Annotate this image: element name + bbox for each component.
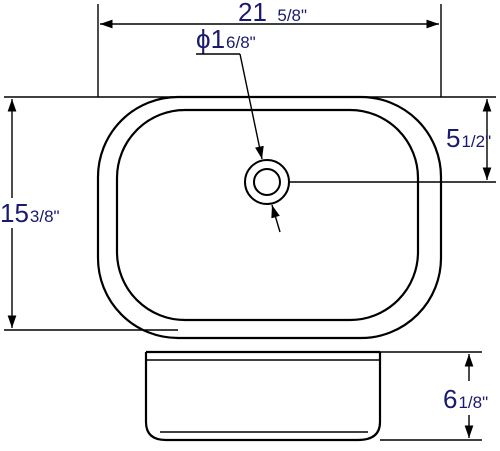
drain-offset-label: 51/2" (446, 123, 491, 153)
height-whole: 6 (443, 384, 457, 414)
basin-inner-bowl (115, 108, 420, 322)
height-label-backdrop (440, 381, 498, 415)
drain-diameter-label: ϕ16/8" (196, 24, 256, 54)
length-whole: 15 (0, 198, 29, 228)
basin-outer-rim (96, 95, 443, 340)
offset-fraction: 1/2" (461, 132, 491, 151)
side-profile-outer (144, 352, 382, 442)
diameter-whole: 1 (211, 24, 225, 54)
offset-whole: 5 (446, 123, 460, 153)
width-fraction: 5/8" (277, 6, 307, 25)
width-dimension: 21 5/8" (97, 0, 442, 97)
length-fraction: 3/8" (30, 207, 60, 226)
side-view (144, 350, 382, 442)
width-label: 21 5/8" (238, 0, 307, 27)
diameter-fraction: 6/8" (226, 33, 256, 52)
length-dimension: 153/8" (0, 96, 178, 331)
drain-inner-ring (253, 168, 281, 196)
top-view (96, 95, 443, 340)
height-dimension: 61/8" (380, 351, 498, 441)
height-fraction: 1/8" (458, 393, 488, 412)
height-label: 61/8" (443, 384, 488, 414)
width-whole: 21 (238, 0, 267, 27)
drain-offset-dimension: 51/2" (289, 96, 496, 183)
drain-outer-ring (244, 159, 290, 205)
length-label-backdrop (0, 198, 66, 228)
drain-diameter-dimension: ϕ16/8" (196, 24, 281, 233)
length-label: 153/8" (0, 198, 60, 228)
diameter-leader-lower (271, 204, 281, 233)
diameter-symbol: ϕ (196, 24, 211, 54)
diameter-leader-upper (239, 53, 264, 160)
